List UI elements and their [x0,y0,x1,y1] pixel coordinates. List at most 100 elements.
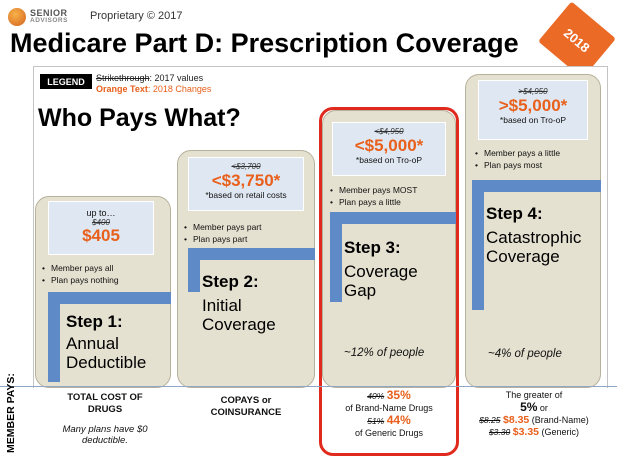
step1-pays-note-line2: deductible. [82,435,128,446]
legend-orange-desc: : 2018 Changes [147,84,212,94]
step2-amount-box: <$3,700 <$3,750* *based on retail costs [188,157,304,211]
member-pays-step3: 40% 35% of Brand-Name Drugs 51% 44% of G… [322,389,456,455]
step1-prefix: up to… [86,208,116,218]
logo-line2: ADVISORS [30,17,68,24]
step2-name-line1: Initial [202,296,242,315]
who-pays-heading: Who Pays What? [38,104,241,132]
step1-old-value: $400 [92,218,110,227]
brand-desc: of Brand-Name Drugs [345,403,433,413]
legend-strike-word: Strikethrough [96,73,150,83]
step3-highlight-outline [319,107,459,456]
step4-share: ~4% of people [488,348,562,360]
step4-name-line2: Coverage [486,247,560,266]
step4-riser [472,180,484,310]
step1-pays-note-line1: Many plans have $0 [62,424,148,435]
member-pays-step1: TOTAL COST OF DRUGS Many plans have $0 d… [40,392,170,458]
legend-strike-desc: : 2017 values [149,73,204,83]
legend-strikethrough: Strikethrough: 2017 values [96,73,203,83]
step2-label: Step 2: Initial Coverage [202,272,276,334]
step4-bullets: Member pays a little Plan pays most [475,147,560,171]
step4-name-line1: Catastrophic [486,228,582,247]
step3-label: Step 3: Coverage Gap [344,238,418,300]
legend-orange-text: Orange Text: 2018 Changes [96,84,211,94]
step1-bullets: Member pays all Plan pays nothing [42,262,119,286]
step3-new-value: <$5,000* [354,136,424,155]
catastrophic-brand-old: $8.25 [479,415,501,425]
member-pays-divider [0,386,617,387]
logo-text: SENIOR ADVISORS [30,9,68,25]
list-item: Plan pays nothing [42,274,119,286]
list-item: Member pays all [42,262,119,274]
step1-pays-head-line1: TOTAL COST OF [67,392,143,403]
list-item: Member pays MOST [330,184,417,196]
step1-riser [48,292,60,382]
step2-title: Step 2: [202,272,259,291]
page-title: Medicare Part D: Prescription Coverage [10,28,519,58]
catastrophic-generic-new: $3.35 [512,426,540,438]
list-item: Plan pays a little [330,196,417,208]
step1-name-line1: Annual [66,334,119,353]
step2-old-value: <$3,700 [231,162,261,171]
step4-title: Step 4: [486,204,543,223]
year-flag-label: 2018 [561,24,593,56]
step4-new-value: >$5,000* [498,96,568,115]
step3-share: ~12% of people [344,347,425,359]
step1-label: Step 1: Annual Deductible [66,312,146,372]
logo-line1: SENIOR [30,8,68,18]
senior-advisors-logo [8,8,148,26]
step1-title: Step 1: [66,312,123,331]
step2-pays-head-line2: COINSURANCE [210,407,282,418]
catastrophic-generic-desc: (Generic) [541,427,580,437]
step1-tread [48,292,171,304]
proprietary-notice: Proprietary © 2017 [90,10,183,22]
legend-badge: LEGEND [40,74,92,89]
member-pays-step4: The greater of 5% or $8.25 $8.35 (Brand-… [466,389,602,455]
list-item: Member pays part [184,221,262,233]
catastrophic-generic-old: $3.30 [488,427,511,437]
brand-new-pct: 35% [386,388,411,402]
step2-riser [188,248,200,292]
generic-desc: of Generic Drugs [354,428,424,438]
member-pays-label: MEMBER PAYS: [4,373,34,459]
list-item: Plan pays most [475,159,560,171]
step3-old-value: <$4,950 [374,127,404,136]
generic-old-pct: 51% [367,416,385,426]
list-item: Member pays a little [475,147,560,159]
step4-pays-or: or [539,403,548,413]
step4-old-value: >$4,950 [518,87,548,96]
step3-bullets: Member pays MOST Plan pays a little [330,184,417,208]
step1-new-value: $405 [82,226,120,245]
step2-tread [188,248,315,260]
step1-pays-head-line2: DRUGS [87,404,123,415]
member-pays-label-text: MEMBER PAYS: [5,373,17,453]
step4-pays-intro: The greater of [505,390,563,400]
member-pays-text: MEMBER PAYS: [5,373,17,453]
catastrophic-brand-desc: (Brand-Name) [531,415,589,425]
catastrophic-brand-new: $8.35 [502,414,530,426]
step3-name-line2: Gap [344,281,377,300]
step3-note: *based on Tro-oP [355,155,423,165]
list-item: Plan pays part [184,233,261,245]
step4-pays-pct: 5% [520,400,538,414]
logo-badge-icon [8,8,26,26]
step2-name-line2: Coverage [202,315,276,334]
step2-note: *based on retail costs [205,190,287,200]
step3-name-line1: Coverage [344,262,418,281]
step4-tread [472,180,601,192]
step3-tread [330,212,456,224]
step2-bullets: Member pays part Plan pays part [184,221,262,245]
generic-new-pct: 44% [386,413,411,427]
step4-label: Step 4: Catastrophic Coverage [486,204,581,266]
step3-riser [330,212,342,302]
step4-amount-box: >$4,950 >$5,000* *based on Tro-oP [478,80,588,140]
member-pays-step2: COPAYS or COINSURANCE [180,395,312,461]
step3-title: Step 3: [344,238,401,257]
step1-name-line2: Deductible [66,353,147,372]
step2-new-value: <$3,750* [211,171,281,190]
step3-amount-box: <$4,950 <$5,000* *based on Tro-oP [332,122,446,176]
legend-orange-word: Orange Text [96,84,148,94]
step4-note: *based on Tro-oP [499,115,567,125]
brand-old-pct: 40% [367,391,385,401]
step2-pays-head-line1: COPAYS or [220,395,272,406]
step1-amount-box: up to… $400 $405 [48,201,154,255]
